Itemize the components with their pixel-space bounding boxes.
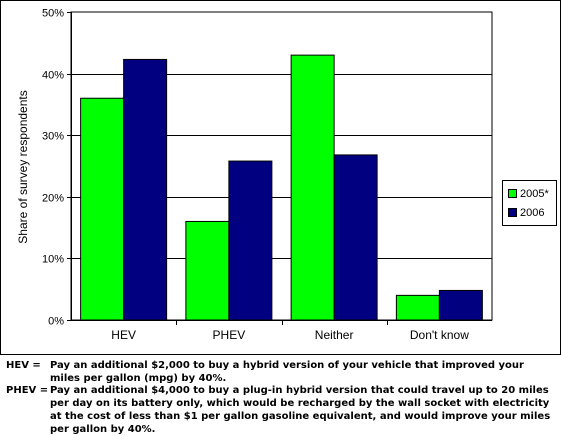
x-tick-labels: HEV PHEV Neither Don't know <box>111 328 469 342</box>
x-tick-label: PHEV <box>213 328 246 342</box>
bar-neither-2006 <box>333 154 378 321</box>
y-axis-label: Share of survey respondents <box>16 90 30 243</box>
x-tick-label: Don't know <box>410 328 469 342</box>
legend: 2005* 2006 <box>502 180 557 226</box>
x-tick-label: Neither <box>315 328 354 342</box>
legend-label-2006: 2006 <box>520 206 545 219</box>
x-tick-label: HEV <box>111 328 136 342</box>
y-tick-label: 10% <box>42 254 64 266</box>
footnote-text-hev: Pay an additional $2,000 to buy a hybrid… <box>50 360 524 384</box>
bar-chart: 0% 10% 20% 30% 40% 50% HEV PHEV Neither Don't kn… <box>16 8 493 342</box>
footnote-term-phev: PHEV = <box>6 385 49 396</box>
y-tick-label: 50% <box>42 8 64 20</box>
bar-hev-2006 <box>123 58 168 321</box>
legend-item-2006: 2006 <box>508 206 544 219</box>
y-tick-labels: 0% 10% 20% 30% 40% 50% <box>42 8 64 328</box>
legend-swatch-2006 <box>508 208 517 217</box>
footnotes: HEV = Pay an additional $2,000 to buy a … <box>0 354 561 435</box>
legend-label-2005: 2005* <box>520 187 549 200</box>
y-tick-label: 0% <box>48 316 64 328</box>
bar-don-t-know-2005 <box>395 294 440 321</box>
footnote-text-phev: Pay an additional $4,000 to buy a plug-i… <box>50 385 551 435</box>
bar-phev-2005 <box>185 220 230 321</box>
bar-don-t-know-2006 <box>438 289 483 321</box>
legend-swatch-2005 <box>508 189 517 198</box>
bars <box>80 54 483 321</box>
footnote-term-hev: HEV = <box>6 360 41 371</box>
bar-phev-2006 <box>228 160 273 321</box>
y-tick-label: 30% <box>42 131 64 143</box>
y-tick-label: 20% <box>42 193 64 205</box>
bar-neither-2005 <box>290 54 335 321</box>
y-tick-label: 40% <box>42 70 64 82</box>
axes <box>67 12 492 325</box>
bar-hev-2005 <box>80 97 125 321</box>
legend-item-2005: 2005* <box>508 187 549 200</box>
